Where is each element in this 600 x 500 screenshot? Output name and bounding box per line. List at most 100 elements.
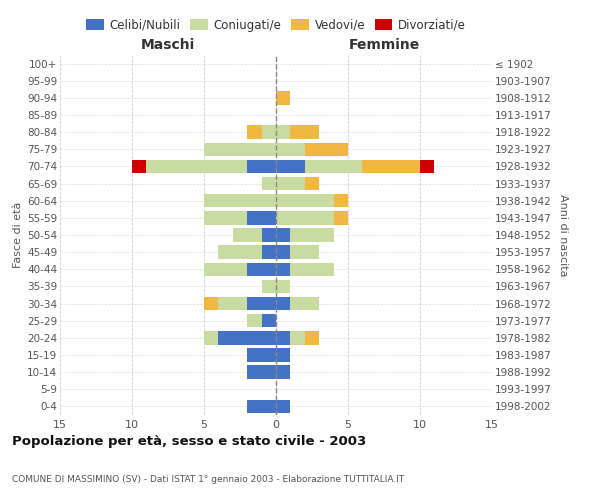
Bar — [262, 177, 276, 190]
Bar — [276, 246, 290, 259]
Bar — [276, 400, 290, 413]
Bar — [276, 126, 290, 139]
Bar — [247, 400, 276, 413]
Bar — [262, 246, 276, 259]
Bar — [204, 297, 276, 310]
Bar — [276, 142, 305, 156]
Bar — [276, 280, 290, 293]
Bar — [204, 262, 276, 276]
Bar — [247, 400, 276, 413]
Bar — [276, 297, 319, 310]
Bar — [247, 400, 276, 413]
Bar — [276, 246, 319, 259]
Bar — [276, 366, 290, 379]
Bar — [262, 280, 276, 293]
Bar — [276, 246, 319, 259]
Bar — [276, 280, 290, 293]
Bar — [276, 348, 290, 362]
Bar — [276, 297, 319, 310]
Bar — [276, 262, 334, 276]
Y-axis label: Fasce di età: Fasce di età — [13, 202, 23, 268]
Bar — [276, 228, 290, 241]
Bar — [247, 314, 276, 328]
Bar — [276, 331, 290, 344]
Bar — [276, 91, 290, 104]
Bar — [276, 160, 434, 173]
Bar — [204, 142, 276, 156]
Bar — [247, 400, 276, 413]
Bar — [276, 297, 319, 310]
Bar — [276, 280, 290, 293]
Bar — [262, 126, 276, 139]
Bar — [247, 366, 276, 379]
Bar — [276, 331, 319, 344]
Text: Maschi: Maschi — [141, 38, 195, 52]
Bar — [276, 348, 290, 362]
Bar — [276, 246, 319, 259]
Bar — [276, 177, 305, 190]
Bar — [204, 142, 276, 156]
Bar — [276, 126, 319, 139]
Bar — [247, 348, 276, 362]
Bar — [204, 194, 276, 207]
Bar — [204, 211, 276, 224]
Bar — [276, 348, 290, 362]
Bar — [218, 331, 276, 344]
Bar — [233, 228, 276, 241]
Bar — [276, 262, 334, 276]
Bar — [204, 331, 276, 344]
Bar — [276, 160, 420, 173]
Bar — [247, 366, 276, 379]
Bar — [276, 262, 334, 276]
Bar — [204, 331, 276, 344]
Bar — [247, 366, 276, 379]
Bar — [276, 348, 290, 362]
Bar — [276, 228, 334, 241]
Bar — [276, 160, 305, 173]
Bar — [247, 160, 276, 173]
Bar — [276, 366, 290, 379]
Bar — [276, 194, 348, 207]
Bar — [204, 262, 276, 276]
Bar — [276, 262, 290, 276]
Bar — [218, 297, 276, 310]
Bar — [276, 228, 334, 241]
Bar — [233, 228, 276, 241]
Bar — [247, 348, 276, 362]
Bar — [218, 246, 276, 259]
Bar — [276, 366, 290, 379]
Bar — [132, 160, 276, 173]
Bar — [146, 160, 276, 173]
Bar — [233, 228, 276, 241]
Bar — [276, 177, 319, 190]
Text: Popolazione per età, sesso e stato civile - 2003: Popolazione per età, sesso e stato civil… — [12, 435, 366, 448]
Bar — [276, 194, 348, 207]
Bar — [276, 91, 290, 104]
Bar — [276, 211, 334, 224]
Bar — [262, 280, 276, 293]
Bar — [276, 126, 319, 139]
Bar — [276, 194, 334, 207]
Bar — [276, 331, 305, 344]
Bar — [204, 211, 276, 224]
Bar — [247, 314, 276, 328]
Bar — [247, 126, 276, 139]
Legend: Celibi/Nubili, Coniugati/e, Vedovi/e, Divorziati/e: Celibi/Nubili, Coniugati/e, Vedovi/e, Di… — [81, 14, 471, 36]
Bar — [247, 211, 276, 224]
Bar — [276, 400, 290, 413]
Bar — [276, 177, 319, 190]
Bar — [276, 211, 348, 224]
Bar — [218, 246, 276, 259]
Bar — [262, 280, 276, 293]
Text: Femmine: Femmine — [349, 38, 419, 52]
Bar — [276, 142, 348, 156]
Bar — [146, 160, 276, 173]
Bar — [276, 142, 348, 156]
Bar — [247, 366, 276, 379]
Bar — [247, 348, 276, 362]
Bar — [276, 211, 348, 224]
Bar — [276, 160, 362, 173]
Bar — [262, 177, 276, 190]
Bar — [262, 177, 276, 190]
Bar — [204, 297, 276, 310]
